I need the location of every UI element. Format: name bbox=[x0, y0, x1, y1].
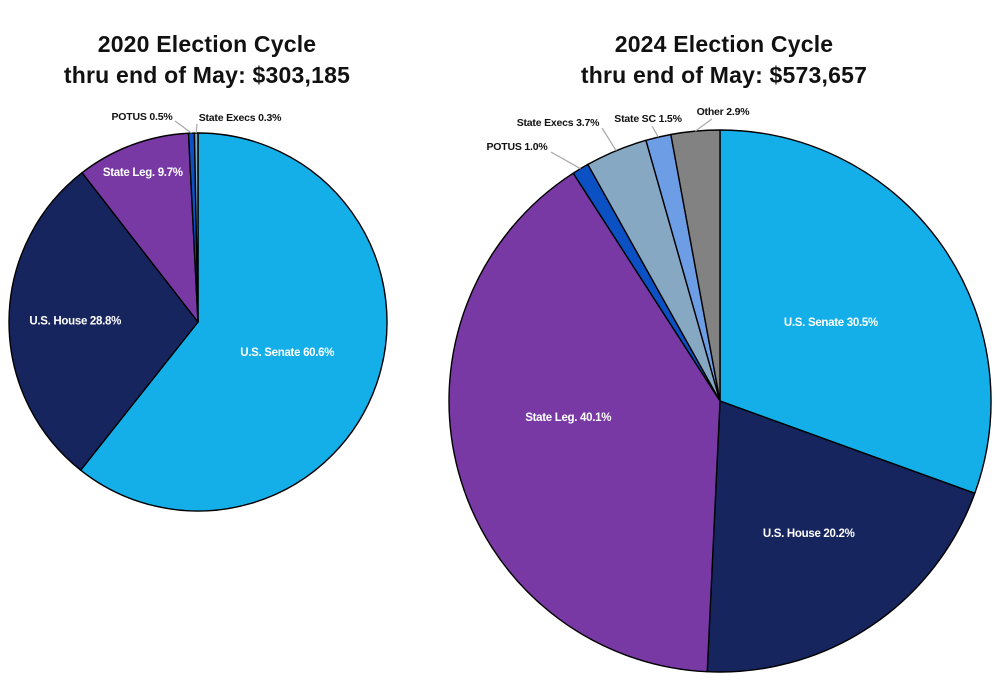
pie-slice-state-leg-2020 bbox=[81, 132, 199, 323]
leader-line-potus-2020 bbox=[174, 120, 192, 134]
pie-slice-other-2024 bbox=[670, 129, 721, 402]
pie-slice-u-s-senate-2024 bbox=[719, 129, 992, 494]
slice-label-u-s-house-2024: U.S. House 20.2% bbox=[763, 528, 855, 540]
chart-2024-title: 2024 Election Cycle thru end of May: $57… bbox=[514, 29, 934, 91]
pie-slice-u-s-house-2020 bbox=[8, 172, 199, 471]
pie-slice-u-s-house-2024 bbox=[706, 400, 976, 673]
slice-label-u-s-senate-2020: U.S. Senate 60.6% bbox=[240, 347, 334, 359]
chart-2020-title: 2020 Election Cycle thru end of May: $30… bbox=[17, 29, 397, 91]
leader-line-state-execs-2020 bbox=[195, 123, 198, 134]
slice-label-other-2024: Other 2.9% bbox=[697, 106, 751, 118]
slice-label-potus-2020: POTUS 0.5% bbox=[111, 111, 173, 123]
leader-line-other-2024 bbox=[694, 118, 713, 132]
pie-slice-u-s-senate-2020 bbox=[79, 132, 388, 512]
chart-2024-title-line2: thru end of May: $573,657 bbox=[580, 62, 868, 88]
leader-line-state-execs-2024 bbox=[601, 127, 617, 152]
pie-slice-state-execs-2020 bbox=[193, 132, 199, 323]
pie-slice-state-leg-2024 bbox=[448, 172, 721, 673]
leader-line-potus-2024 bbox=[550, 151, 581, 170]
chart-2020-title-line2: thru end of May: $303,185 bbox=[63, 62, 351, 88]
slice-label-state-leg-2020: State Leg. 9.7% bbox=[103, 167, 183, 179]
chart-2020-title-line1: 2020 Election Cycle bbox=[97, 31, 317, 57]
slice-label-state-execs-2020: State Execs 0.3% bbox=[199, 112, 282, 124]
chart-2024-title-line1: 2024 Election Cycle bbox=[614, 31, 834, 57]
slice-label-state-sc-2024: State SC 1.5% bbox=[614, 113, 682, 125]
slice-label-state-execs-2024: State Execs 3.7% bbox=[517, 117, 600, 129]
slice-label-u-s-senate-2024: U.S. Senate 30.5% bbox=[784, 317, 878, 329]
slice-label-potus-2024: POTUS 1.0% bbox=[486, 141, 548, 153]
slice-label-state-leg-2024: State Leg. 40.1% bbox=[525, 412, 611, 424]
slice-label-u-s-house-2020: U.S. House 28.8% bbox=[29, 315, 121, 327]
leader-line-state-sc-2024 bbox=[651, 125, 659, 138]
